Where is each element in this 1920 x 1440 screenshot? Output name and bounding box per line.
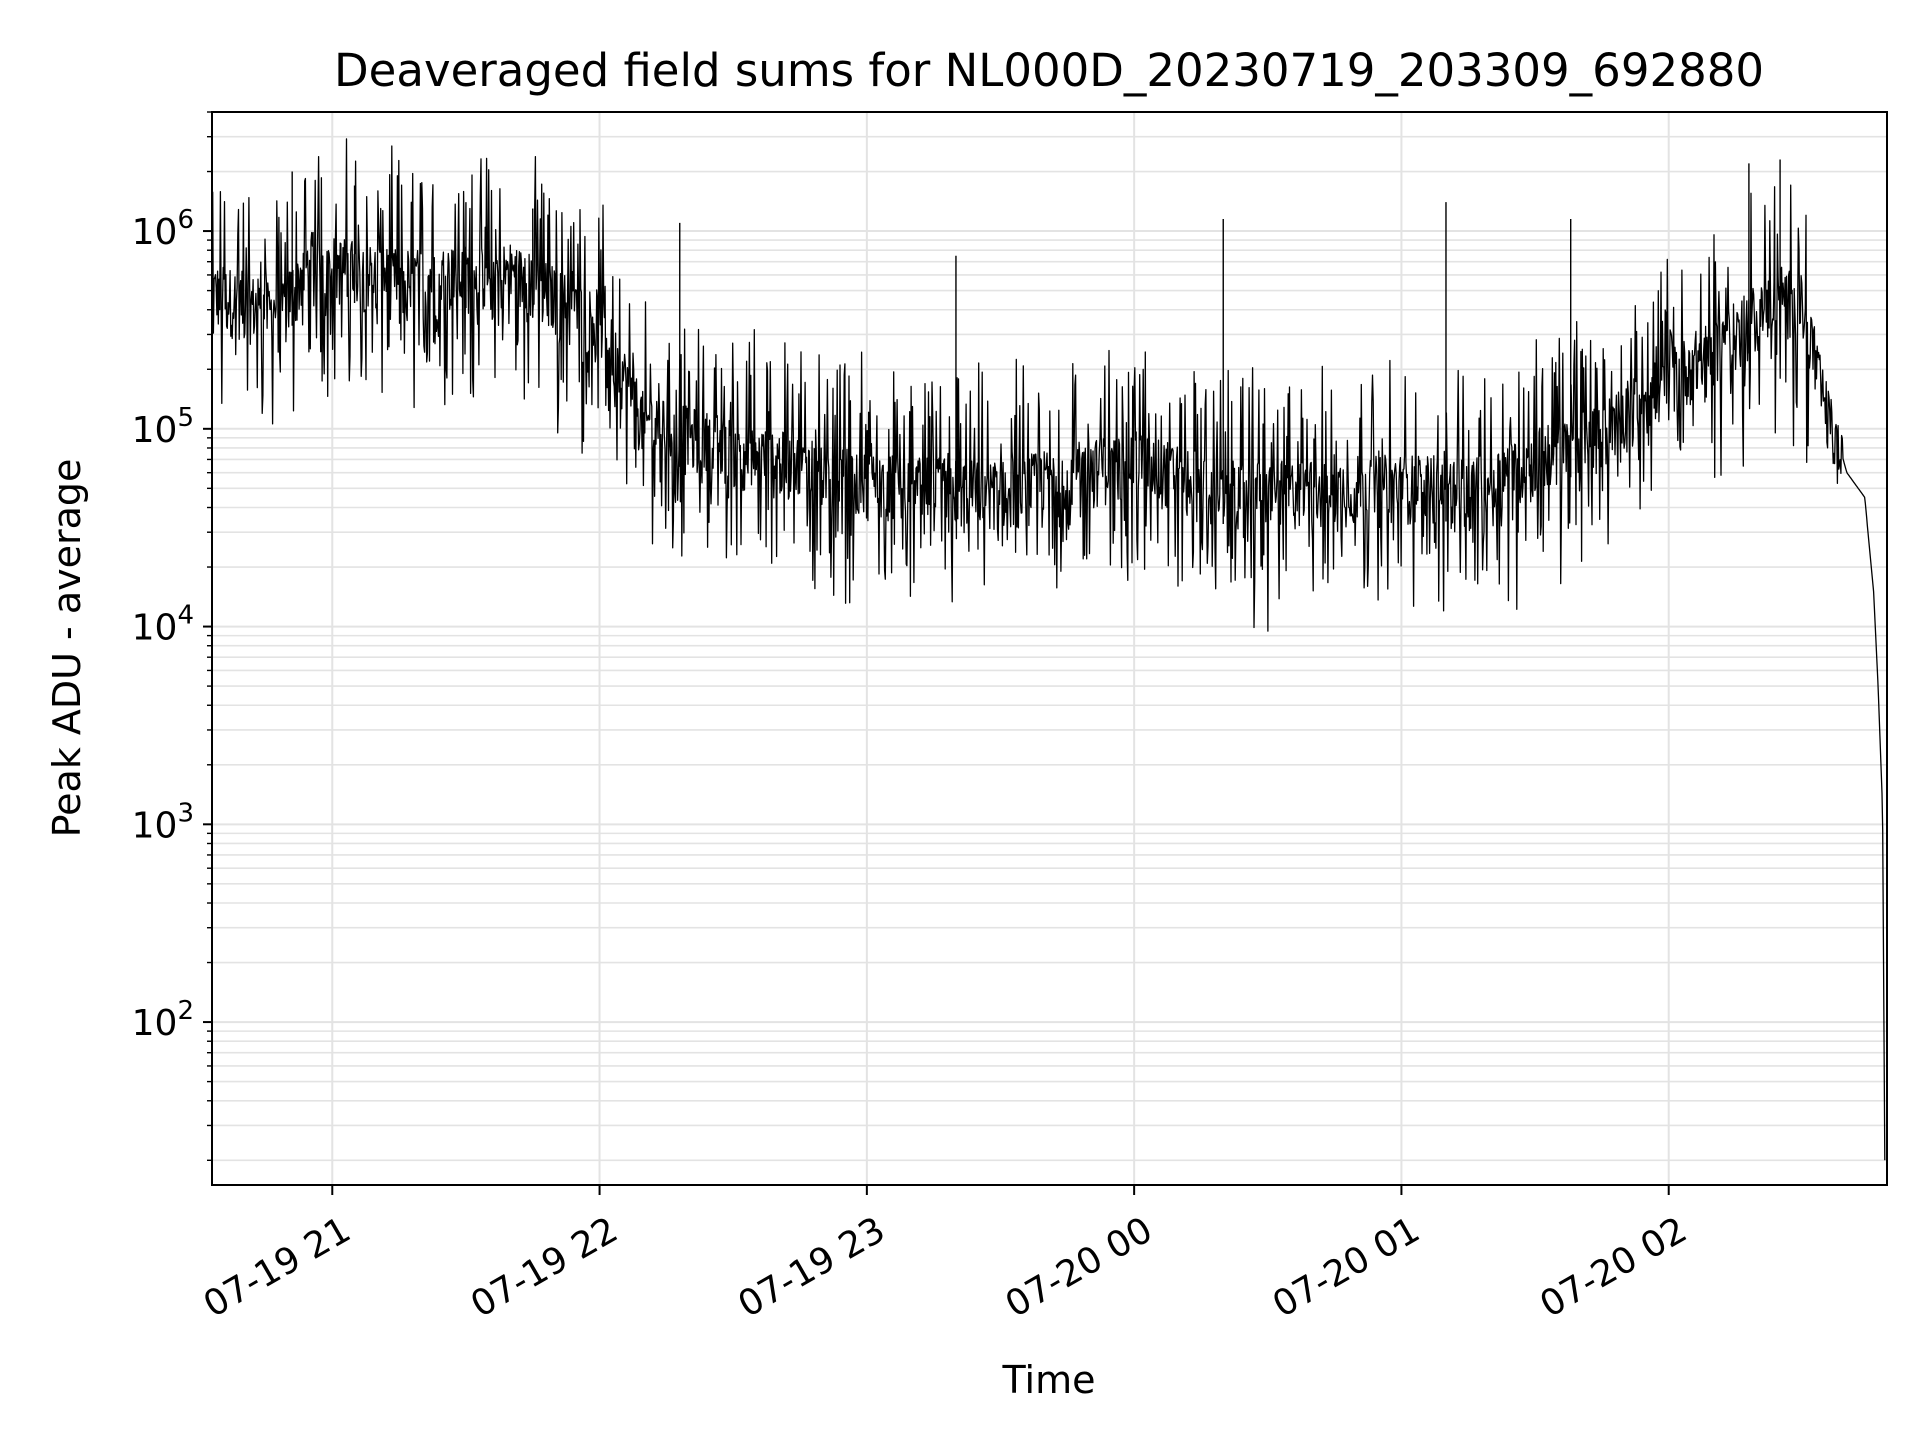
y-tick-exponent: 2 (177, 996, 194, 1026)
y-axis-label: Peak ADU - average (45, 459, 89, 838)
y-tick-exponent: 4 (177, 601, 194, 631)
y-tick-base: 10 (132, 805, 178, 846)
y-tick-base: 10 (132, 212, 178, 253)
y-tick-exponent: 6 (177, 205, 194, 235)
series-line (211, 138, 1886, 1161)
grid (212, 111, 1887, 1185)
y-tick-label: 106 (132, 205, 194, 253)
y-tick-base: 10 (132, 410, 178, 451)
y-tick-exponent: 5 (177, 403, 194, 433)
y-tick-label: 105 (132, 403, 194, 451)
y-tick-exponent: 3 (177, 798, 194, 828)
y-tick-base: 10 (132, 1003, 178, 1044)
y-tick-label: 102 (132, 996, 194, 1044)
y-tick-label: 104 (132, 601, 194, 649)
y-tick-base: 10 (132, 608, 178, 649)
plot-frame (211, 111, 1888, 1186)
data-series-layer (211, 138, 1886, 1161)
chart-title: Deaveraged field sums for NL000D_2023071… (334, 44, 1764, 97)
x-axis-label: Time (1002, 1358, 1096, 1402)
y-tick-label: 103 (132, 798, 194, 846)
